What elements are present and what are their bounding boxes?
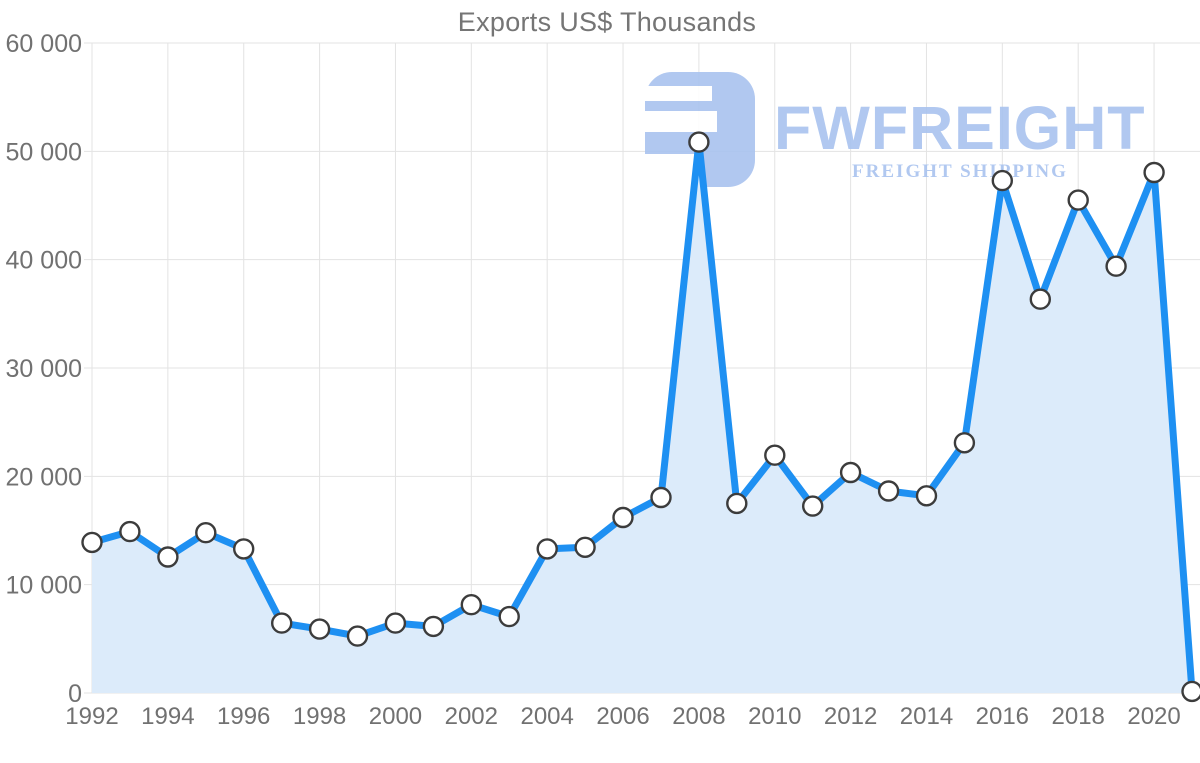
- data-point-1999[interactable]: [346, 625, 369, 647]
- data-point-2001[interactable]: [422, 615, 445, 638]
- data-point-2010[interactable]: [764, 444, 786, 466]
- data-point-2003[interactable]: [498, 605, 520, 628]
- x-tick-label: 2020: [1127, 703, 1180, 730]
- data-point-2018[interactable]: [1067, 189, 1089, 211]
- data-point-2012[interactable]: [839, 461, 862, 484]
- axis-label-layer: 0 10 000 20 000 30 000 40 000 50 000 60 000 199…: [6, 30, 1181, 730]
- data-point-2016[interactable]: [991, 169, 1013, 192]
- x-tick-label: 2000: [369, 703, 422, 730]
- y-tick-label: 60 000: [6, 30, 82, 58]
- data-point-2013[interactable]: [877, 480, 900, 502]
- chart-title: Exports US$ Thousands: [457, 7, 757, 37]
- data-point-2011[interactable]: [802, 495, 824, 517]
- data-point-1998[interactable]: [308, 618, 331, 640]
- data-point-2007[interactable]: [650, 486, 672, 509]
- watermark-logo-notch: [640, 154, 695, 188]
- area-layer: [92, 142, 1192, 694]
- x-tick-label: 2016: [976, 703, 1029, 730]
- data-point-2017[interactable]: [1029, 288, 1052, 310]
- watermark: FWFREIGHT FREIGHT SHIPPING: [640, 72, 1146, 188]
- data-point-2000[interactable]: [384, 612, 407, 634]
- watermark-logo-notch: [640, 111, 717, 132]
- data-point-1997[interactable]: [271, 612, 293, 634]
- data-point-2020[interactable]: [1143, 161, 1165, 184]
- watermark-tagline-text: FREIGHT SHIPPING: [852, 161, 1068, 182]
- x-tick-label: 2012: [824, 703, 877, 730]
- x-tick-label: 1994: [141, 703, 194, 730]
- x-tick-label: 2004: [520, 703, 573, 730]
- data-point-2014[interactable]: [915, 485, 938, 507]
- data-point-1993[interactable]: [119, 520, 141, 543]
- data-point-1996[interactable]: [232, 538, 255, 560]
- watermark-brand-text: FWFREIGHT: [774, 94, 1146, 162]
- x-tick-label: 2006: [596, 703, 649, 730]
- data-point-2009[interactable]: [726, 492, 748, 515]
- x-tick-label: 1998: [293, 703, 346, 730]
- data-point-2021[interactable]: [1181, 680, 1200, 703]
- data-point-1994[interactable]: [157, 546, 179, 568]
- y-tick-label: 20 000: [6, 463, 82, 491]
- y-tick-label: 40 000: [6, 247, 82, 275]
- data-point-2019[interactable]: [1105, 255, 1127, 277]
- x-tick-label: 2002: [445, 703, 498, 730]
- series-area: [92, 142, 1192, 694]
- data-point-2005[interactable]: [574, 536, 596, 558]
- line-layer: [88, 138, 1196, 695]
- watermark-logo-notch: [640, 86, 712, 101]
- data-point-2002[interactable]: [460, 594, 482, 616]
- y-tick-label: 10 000: [6, 572, 82, 600]
- x-tick-label: 2018: [1052, 703, 1105, 730]
- data-point-2008[interactable]: [688, 131, 710, 153]
- data-point-2006[interactable]: [612, 506, 634, 529]
- x-tick-label: 1996: [217, 703, 270, 730]
- x-tick-label: 1992: [65, 703, 118, 730]
- x-tick-label: 2008: [672, 703, 725, 730]
- data-point-1992[interactable]: [81, 531, 103, 554]
- y-tick-label: 30 000: [6, 355, 82, 383]
- data-point-2004[interactable]: [536, 538, 558, 560]
- series-line: [88, 138, 1196, 695]
- x-tick-label: 2010: [748, 703, 801, 730]
- y-tick-label: 0: [68, 680, 82, 708]
- x-tick-label: 2014: [900, 703, 953, 730]
- marker-layer: [81, 131, 1200, 703]
- data-point-1995[interactable]: [195, 522, 217, 544]
- y-tick-label: 50 000: [6, 138, 82, 166]
- data-point-2015[interactable]: [953, 432, 976, 454]
